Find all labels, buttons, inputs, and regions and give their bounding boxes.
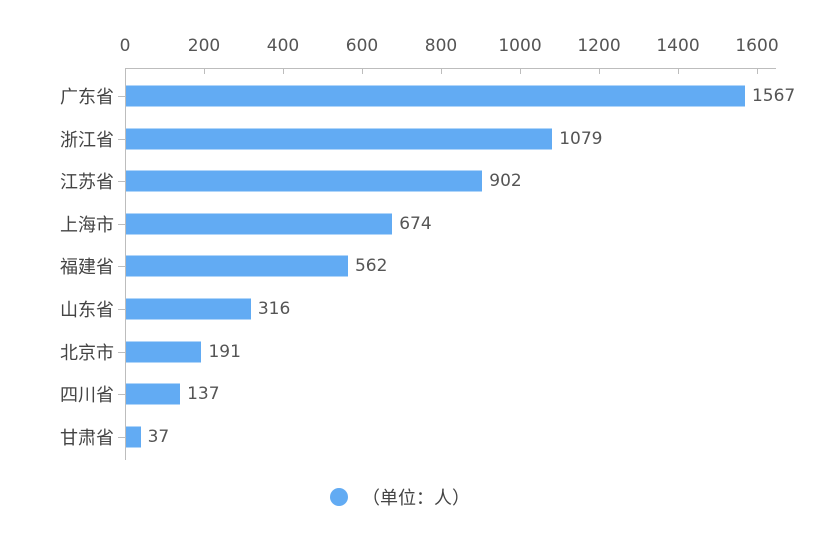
x-tick-label: 1000 (498, 36, 542, 56)
x-tick-label: 800 (424, 36, 458, 56)
x-tick-label: 400 (266, 36, 300, 56)
bar[interactable] (126, 426, 141, 448)
bar-value-label: 562 (354, 256, 388, 277)
x-tick-mark (441, 68, 442, 74)
bar[interactable] (126, 213, 393, 235)
category-label: 四川省 (60, 385, 114, 407)
y-tick-mark (118, 223, 125, 225)
legend[interactable]: （单位：人） (330, 484, 470, 510)
x-tick-label: 200 (187, 36, 221, 56)
y-tick-mark (118, 96, 125, 97)
x-tick-label: 1600 (735, 36, 779, 56)
y-axis-line (125, 68, 126, 460)
legend-label: （单位：人） (362, 488, 470, 509)
y-tick-mark (118, 266, 125, 268)
x-tick-mark (204, 68, 205, 74)
x-axis-line (125, 68, 776, 69)
bar-value-label: 191 (208, 341, 241, 362)
x-tick-label: 1200 (577, 36, 621, 56)
category-label: 上海市 (60, 214, 114, 236)
bar-value-label: 37 (147, 426, 170, 447)
y-tick-mark (118, 309, 125, 310)
category-label: 山东省 (60, 300, 114, 321)
category-label: 浙江省 (60, 129, 114, 151)
bar[interactable] (126, 341, 202, 363)
y-tick-mark (118, 436, 125, 438)
bar[interactable] (126, 85, 745, 107)
x-tick-mark (362, 68, 363, 74)
x-tick-label: 1400 (656, 36, 700, 56)
category-label: 江苏省 (60, 172, 114, 194)
bar-value-label: 137 (187, 384, 220, 405)
bar-value-label: 902 (489, 171, 522, 192)
y-tick-mark (118, 138, 125, 140)
x-tick-mark (678, 68, 679, 74)
bar[interactable] (126, 298, 251, 320)
y-tick-mark (118, 351, 125, 353)
bar[interactable] (126, 255, 348, 277)
bar[interactable] (126, 170, 483, 192)
category-label: 甘肃省 (60, 427, 114, 449)
bar[interactable] (126, 383, 181, 405)
bar[interactable] (126, 128, 553, 150)
x-tick-mark (757, 68, 758, 74)
category-label: 福建省 (60, 257, 114, 279)
category-label: 北京市 (60, 342, 114, 364)
bar-value-label: 316 (257, 299, 291, 319)
y-tick-mark (118, 394, 125, 396)
bar-value-label: 1567 (751, 86, 796, 106)
category-label: 广东省 (60, 87, 114, 108)
x-tick-mark (520, 68, 521, 74)
legend-dot-icon (330, 488, 348, 506)
y-tick-mark (118, 181, 125, 183)
bar-value-label: 1079 (559, 128, 603, 149)
x-tick-mark (283, 68, 284, 74)
bar-value-label: 674 (399, 213, 432, 234)
x-tick-label: 0 (119, 36, 131, 56)
x-tick-label: 600 (345, 36, 379, 56)
x-tick-mark (125, 68, 126, 74)
x-tick-mark (599, 68, 600, 74)
